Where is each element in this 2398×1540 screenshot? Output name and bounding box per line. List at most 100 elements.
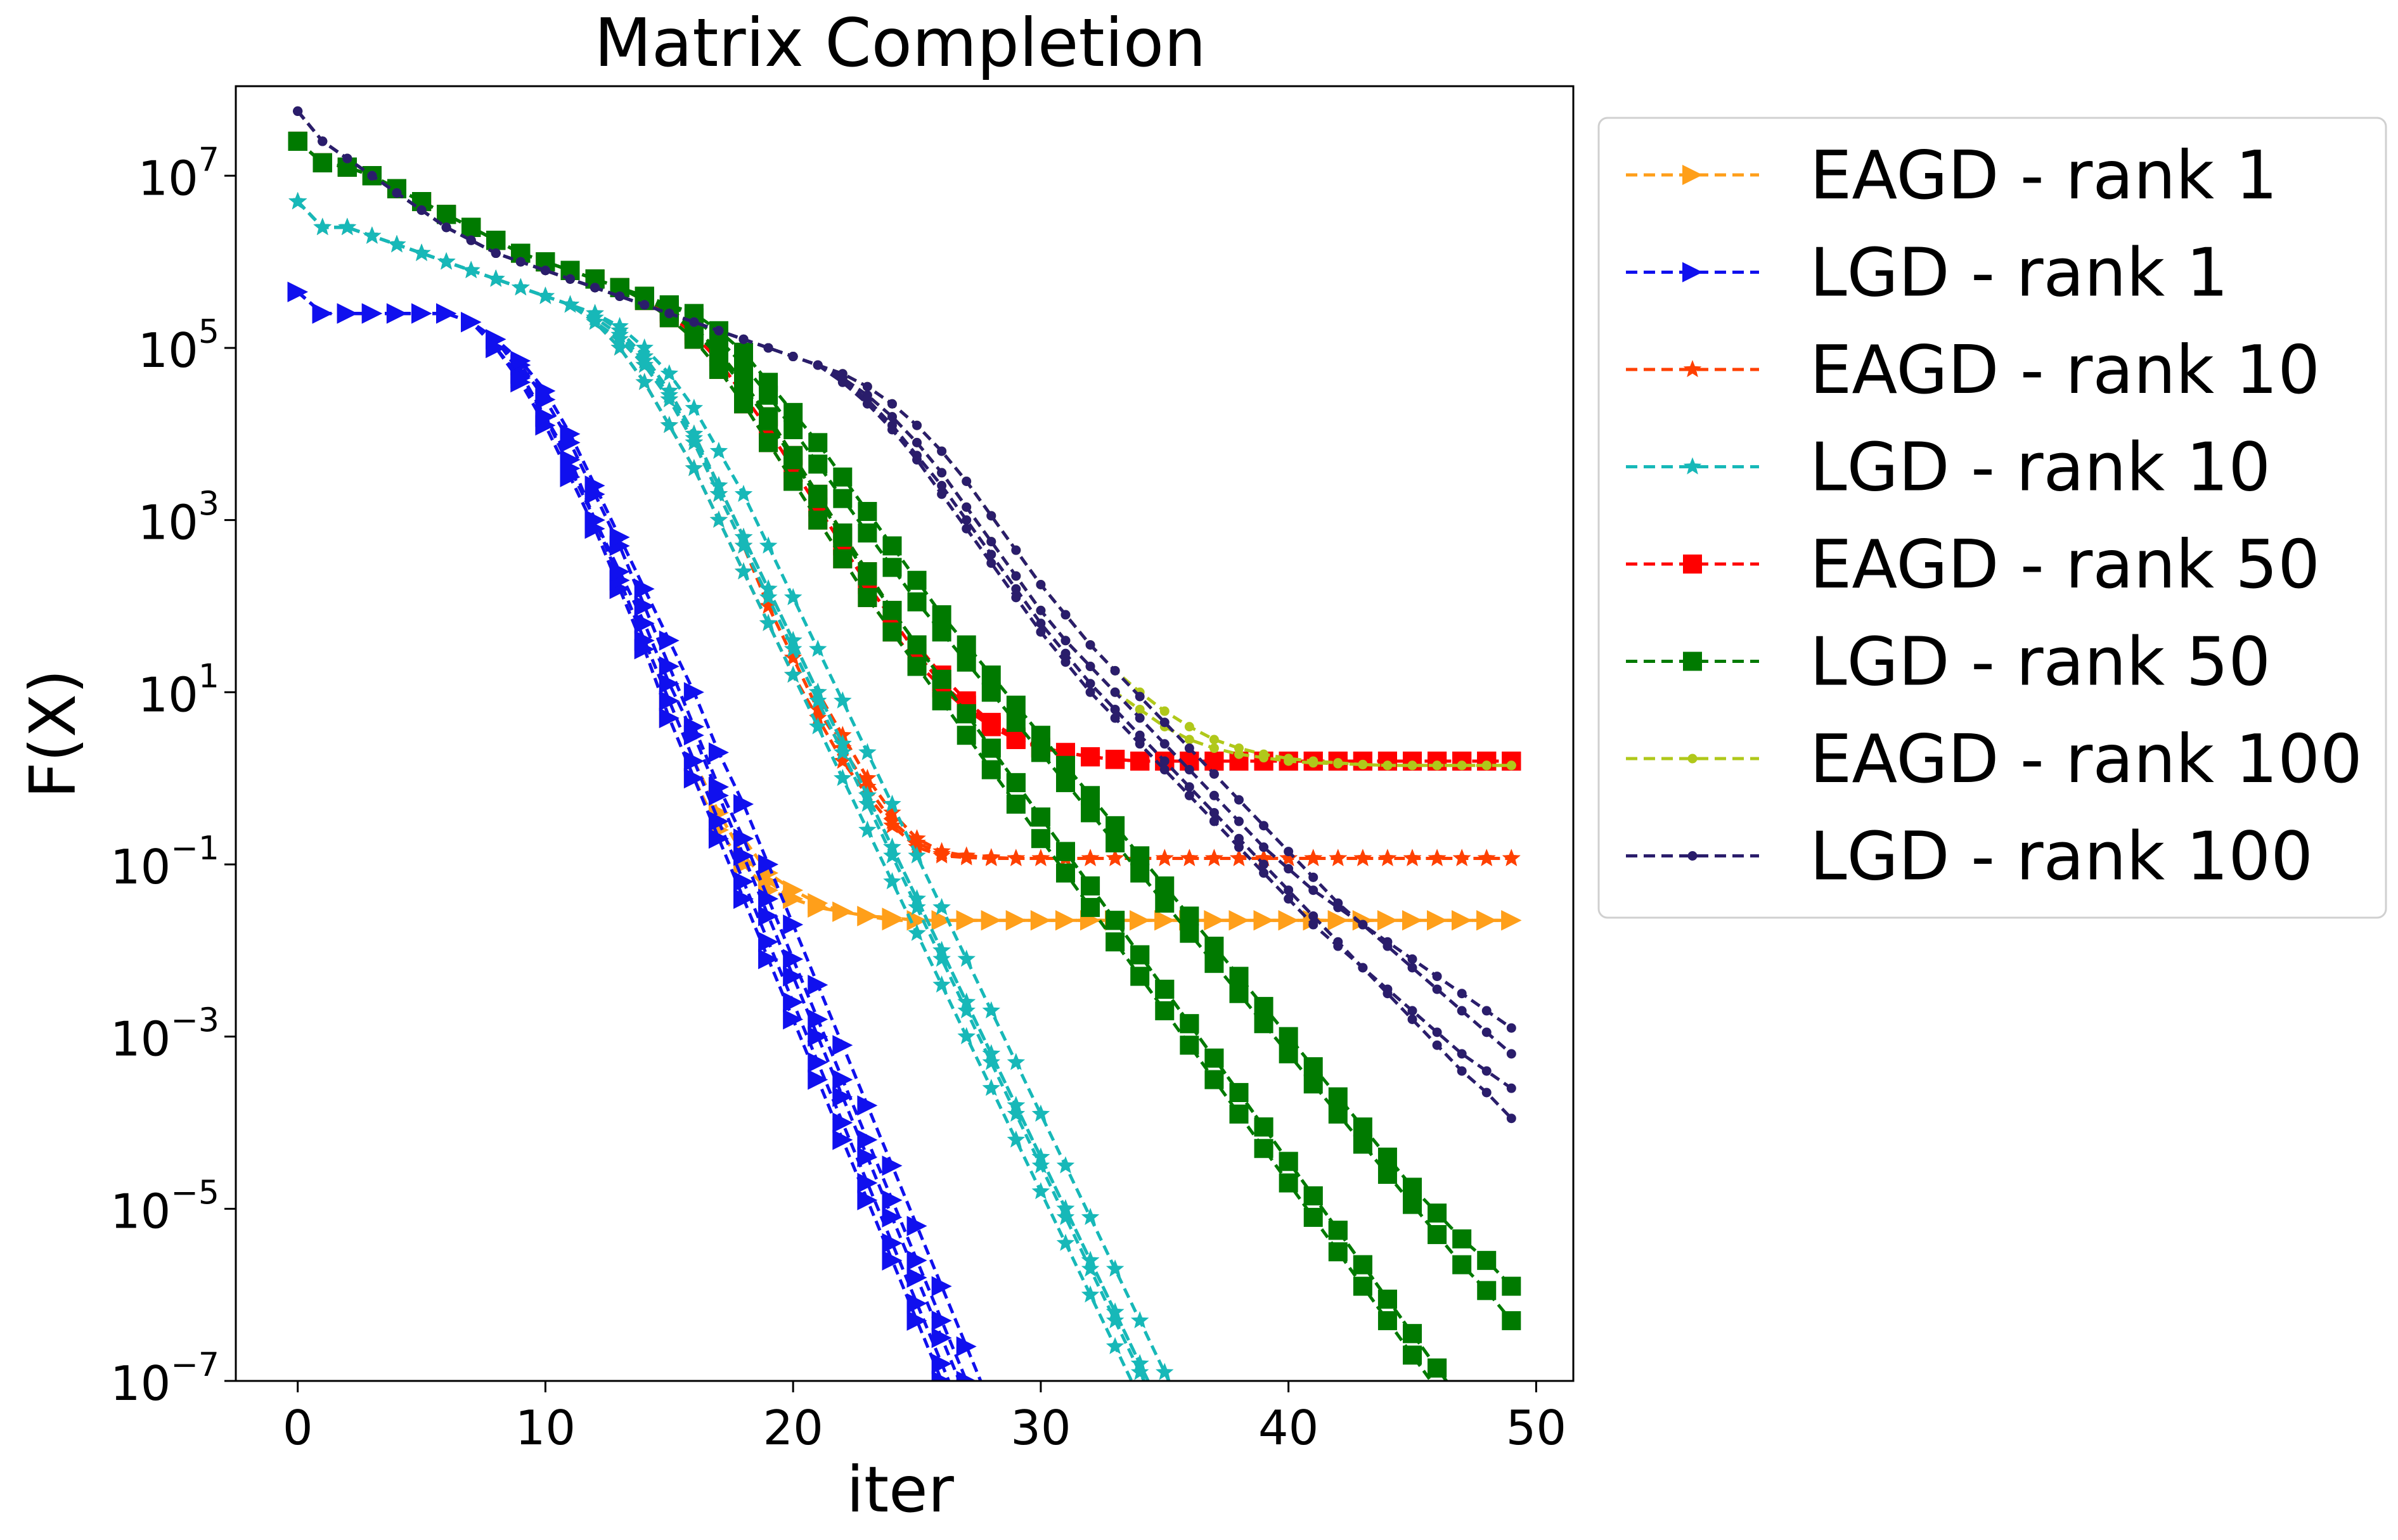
data-point — [1106, 750, 1125, 769]
data-point — [1184, 782, 1194, 792]
data-point — [1353, 1134, 1372, 1154]
data-point — [908, 897, 926, 915]
data-point — [615, 291, 625, 301]
data-point — [708, 785, 729, 806]
data-point — [1060, 648, 1071, 658]
x-tick-label: 30 — [1010, 1400, 1071, 1456]
data-point — [685, 399, 704, 416]
data-point — [857, 1190, 878, 1210]
data-point — [392, 188, 402, 198]
data-point — [1254, 1139, 1273, 1158]
data-point — [1254, 1014, 1273, 1034]
data-point — [1159, 756, 1170, 766]
data-point — [560, 423, 581, 444]
data-point — [535, 406, 556, 427]
data-point — [1452, 1415, 1471, 1434]
data-point — [1259, 868, 1269, 878]
legend-marker — [1683, 457, 1702, 475]
data-point — [1159, 706, 1170, 716]
data-point — [957, 652, 976, 672]
data-point — [1284, 754, 1294, 764]
data-point — [1081, 876, 1100, 895]
data-point — [758, 949, 779, 970]
data-point — [1333, 937, 1343, 947]
data-point — [1180, 1036, 1199, 1055]
data-point — [1106, 911, 1125, 930]
data-point — [1502, 1311, 1521, 1330]
data-point — [734, 536, 753, 554]
legend-label: EAGD - rank 1 — [1810, 137, 2278, 214]
data-point — [858, 502, 877, 522]
data-point — [962, 502, 972, 512]
legend-label: EAGD - rank 50 — [1810, 526, 2320, 603]
data-point — [1060, 610, 1071, 620]
data-point — [957, 1431, 977, 1451]
legend-label: LGD - rank 1 — [1810, 234, 2228, 312]
data-point — [1279, 1173, 1298, 1193]
data-point — [808, 975, 828, 996]
data-point — [887, 412, 897, 422]
data-point — [1428, 1358, 1447, 1378]
data-point — [685, 459, 704, 477]
data-point — [763, 343, 773, 353]
data-point — [1452, 1393, 1471, 1412]
data-point — [882, 908, 903, 928]
data-point — [1081, 747, 1100, 767]
data-point — [1254, 1117, 1273, 1137]
legend-label: EAGD - rank 100 — [1810, 721, 2363, 798]
trial-curve — [288, 192, 1151, 1381]
data-point — [759, 587, 778, 605]
data-point — [808, 1069, 828, 1090]
data-point — [932, 940, 951, 958]
data-point — [337, 303, 358, 324]
data-point — [293, 106, 303, 116]
data-point — [734, 484, 753, 502]
data-point — [1031, 829, 1050, 849]
data-point — [1477, 1250, 1497, 1270]
data-point — [634, 596, 655, 617]
data-point — [981, 910, 1002, 931]
data-point — [1377, 1164, 1397, 1184]
data-point — [1407, 1006, 1417, 1016]
data-point — [783, 420, 803, 439]
data-point — [387, 234, 406, 253]
data-point — [461, 260, 480, 278]
data-point — [957, 726, 976, 745]
data-point — [1204, 1048, 1224, 1068]
data-point — [956, 910, 977, 931]
y-tick-label: 105 — [138, 313, 219, 378]
data-point — [634, 613, 655, 634]
data-point — [683, 750, 704, 771]
data-point — [1432, 1040, 1442, 1050]
data-point — [1006, 773, 1026, 792]
series-line — [297, 290, 944, 1381]
data-point — [883, 803, 901, 821]
data-point — [932, 605, 951, 625]
data-point — [1081, 1285, 1100, 1303]
data-point — [1056, 1233, 1075, 1251]
data-point — [342, 153, 352, 164]
x-axis-label: iter — [846, 1453, 955, 1527]
data-point — [912, 437, 922, 447]
data-point — [1036, 627, 1046, 637]
data-point — [1209, 816, 1219, 826]
data-point — [708, 811, 729, 832]
data-point — [957, 848, 976, 866]
data-point — [416, 205, 427, 215]
data-point — [981, 1431, 1002, 1451]
data-point — [1403, 1177, 1422, 1197]
data-point — [962, 523, 972, 534]
data-point — [709, 347, 728, 366]
series-line — [297, 290, 969, 1381]
data-point — [1353, 1276, 1372, 1296]
data-point — [857, 1146, 878, 1167]
data-point — [1110, 704, 1120, 714]
data-point — [1204, 937, 1224, 956]
data-point — [1329, 849, 1348, 866]
legend-item: EAGD - rank 50 — [1626, 526, 2320, 603]
data-point — [1005, 910, 1026, 931]
data-point — [1031, 807, 1050, 827]
data-point — [318, 136, 328, 146]
data-point — [882, 1155, 903, 1176]
data-point — [367, 170, 377, 181]
